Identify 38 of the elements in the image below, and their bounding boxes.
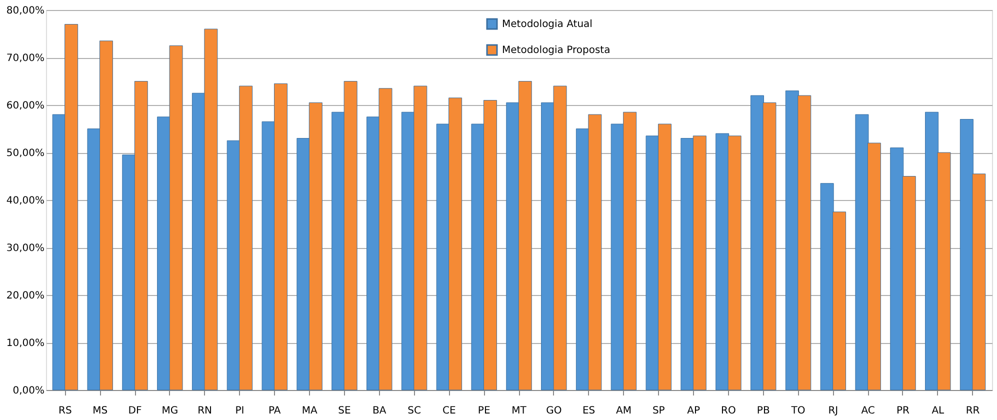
y-tick-label: 50,00% <box>6 148 44 159</box>
x-tick-label: RS <box>58 406 72 416</box>
y-tick-label: 30,00% <box>6 243 44 254</box>
x-tick-label: TO <box>790 406 806 416</box>
x-tick-label: MG <box>162 406 178 416</box>
x-tick-label: AL <box>932 406 945 416</box>
x-tick-label: SE <box>338 406 351 416</box>
y-tick-label: 60,00% <box>6 100 44 112</box>
x-tick-label: RR <box>966 406 980 416</box>
x-tick-label: MS <box>92 406 108 416</box>
x-tick-label: PR <box>896 406 910 416</box>
x-tick-label: PA <box>268 406 281 416</box>
y-tick-label: 10,00% <box>6 338 44 349</box>
x-tick-label: AM <box>616 406 632 416</box>
x-tick-label: RO <box>721 406 736 416</box>
x-tick-label: PE <box>478 406 490 416</box>
x-tick-label: AC <box>861 406 875 416</box>
x-tick-label: MA <box>302 406 318 416</box>
x-tick-label: RN <box>198 406 212 416</box>
x-tick-label: PI <box>235 406 244 416</box>
x-tick-label: AP <box>687 406 700 416</box>
legend-label: Metodologia Atual <box>502 19 592 30</box>
y-tick-label: 80,00% <box>6 6 44 16</box>
legend-label: Metodologia Proposta <box>502 45 610 56</box>
x-tick-label: DF <box>128 406 142 416</box>
x-tick-label: PB <box>756 406 770 416</box>
x-tick-label: ES <box>582 406 596 416</box>
x-tick-label: MT <box>512 406 528 416</box>
x-tick-label: SP <box>652 406 665 416</box>
y-tick-label: 20,00% <box>6 290 44 302</box>
y-tick-label: 0,00% <box>12 386 44 396</box>
x-tick-label: GO <box>546 406 562 416</box>
x-tick-label: RJ <box>828 406 838 416</box>
y-tick-label: 70,00% <box>6 53 44 64</box>
x-tick-label: BA <box>372 406 386 416</box>
x-tick-label: SC <box>408 406 421 416</box>
y-tick-label: 40,00% <box>6 196 44 206</box>
x-tick-label: CE <box>442 406 456 416</box>
